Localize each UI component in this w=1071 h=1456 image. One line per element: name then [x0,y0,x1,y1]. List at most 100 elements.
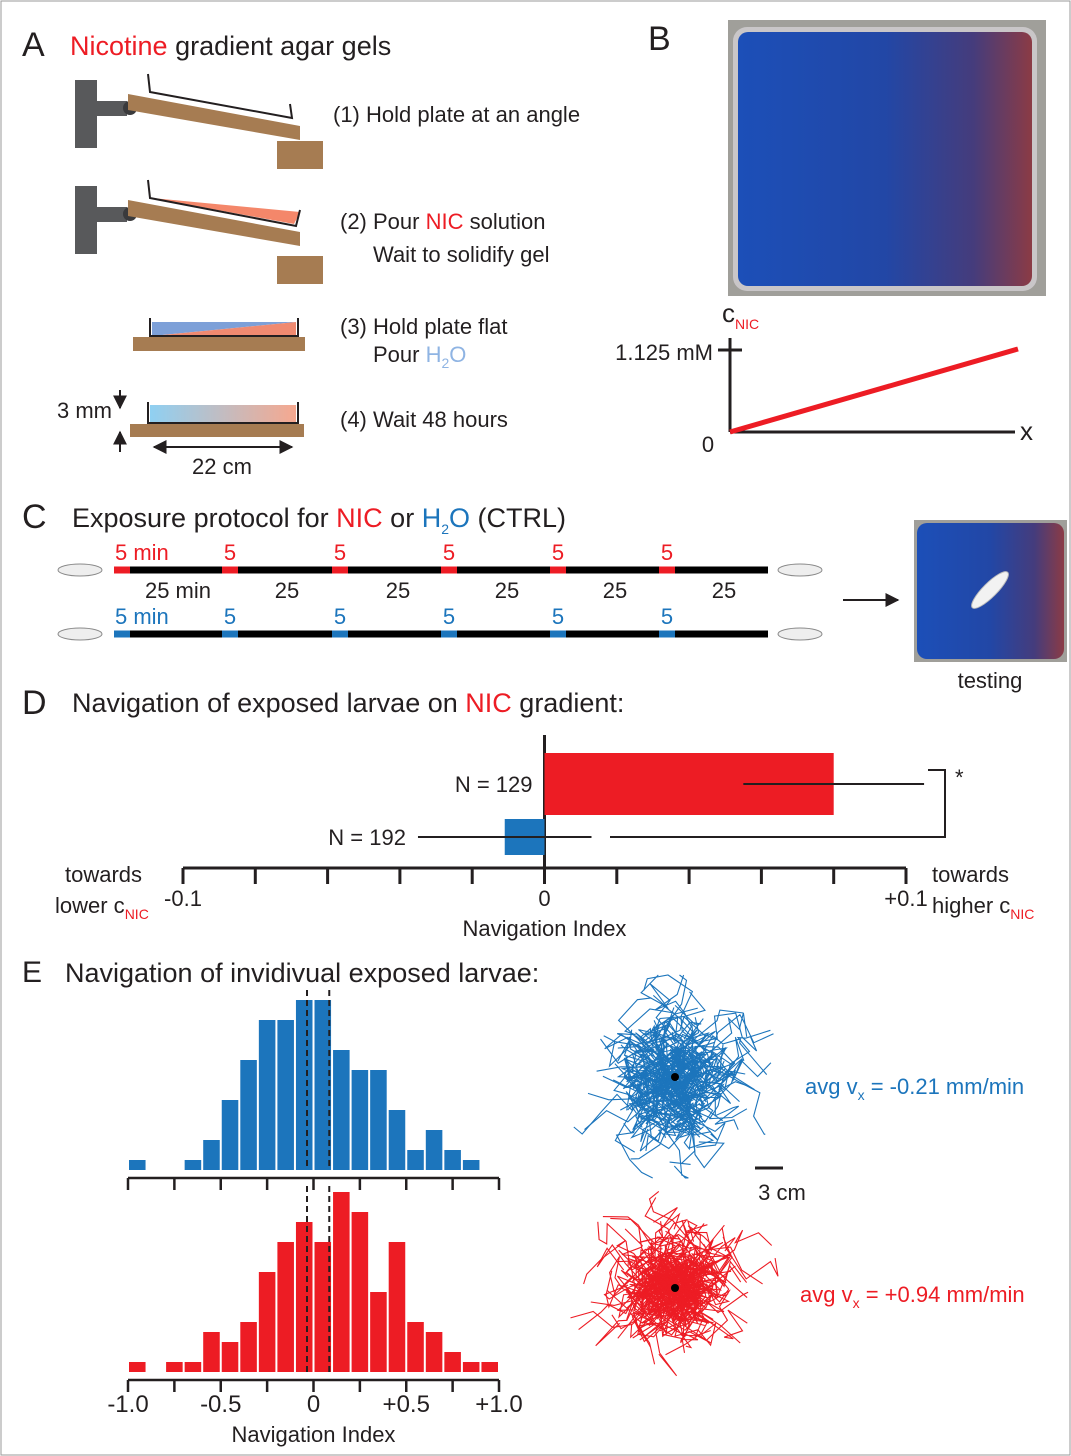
panel-title: Exposure protocol for NIC or H2O (CTRL) [72,503,566,537]
text-part: avg v [805,1074,858,1099]
histogram-bar [333,1050,350,1170]
histogram-bar [333,1192,350,1372]
histogram-bar [203,1332,220,1372]
step-text: Wait to solidify gel [373,242,549,267]
subscript: NIC [125,906,149,922]
histogram-bar [166,1362,183,1372]
gel [150,405,296,422]
interval-label: 25 [603,578,627,603]
larva [778,564,822,576]
step-text: Pour H2O [373,342,466,371]
histogram-bar [185,1362,202,1372]
text-part: H [426,342,442,367]
histogram-bar [222,1342,239,1372]
histogram-bar [426,1130,443,1170]
exposure-label: 5 [661,540,673,565]
exposure-segment [441,631,457,638]
histogram-bar [129,1362,146,1372]
histogram-bar [185,1160,202,1170]
step-text: (4) Wait 48 hours [340,407,508,432]
exposure-segment [332,631,348,638]
exposure-label: 5 [443,540,455,565]
text-part: = -0.21 mm/min [871,1074,1024,1099]
panel-label: E [22,956,42,989]
axis-end-label: towards [932,862,1009,887]
axis-label: x [1020,416,1033,446]
figure: A Nicotine gradient agar gels (1) Hold p… [0,0,1071,1456]
title-part: or [390,503,414,533]
exposure-segment [550,567,566,574]
title-part: NIC [336,503,383,533]
step-text: (3) Hold plate flat [340,314,508,339]
exposure-label: 5 [552,540,564,565]
histogram-bar [463,1160,480,1170]
bar-chart: -0.10+0.1Navigation IndexN = 129N = 192* [164,735,964,941]
velocity-label: avg vx = -0.21 mm/min [805,1074,1024,1105]
text-part: O [449,342,466,367]
tick-label: 0 [702,432,714,457]
histogram-bar [352,1070,369,1170]
panel-label: C [22,498,47,536]
title-part: Nicotine [70,31,168,61]
axis-label: Navigation Index [463,916,627,941]
annotation: N = 129 [455,772,533,797]
interval-label: 25 min [145,578,211,603]
tick-label: 0 [538,886,550,911]
trajectory [715,1096,739,1129]
histogram-bar [481,1362,498,1372]
board [130,424,304,437]
exposure-segment [659,567,675,574]
title-part: O [449,503,470,533]
panel-label: D [22,684,47,722]
significance: * [955,765,964,790]
exposure-segment [550,631,566,638]
bracket [97,101,127,116]
histogram-bar [463,1362,480,1372]
tick-label: 0 [307,1391,320,1418]
exposure-segment [332,567,348,574]
histogram-bar [370,1070,387,1170]
tick-label: +1.0 [475,1391,522,1418]
tick-label: -1.0 [107,1391,148,1418]
text-part: = +0.94 mm/min [866,1282,1025,1307]
histogram-bar [407,1322,424,1372]
trajectories [571,975,779,1376]
exposure-segment [114,567,130,574]
axis-end-label: towards [65,862,142,887]
panel-title: Navigation of invidivual exposed larvae: [65,958,539,988]
title-part: Exposure protocol for [72,503,329,533]
gradient-line [730,349,1018,432]
tick-label: +0.1 [884,886,927,911]
board [128,94,300,140]
step3-drawing [133,318,305,351]
tick-label: +0.5 [383,1391,430,1418]
larva [778,628,822,640]
interval-label: 25 [386,578,410,603]
step-text: (1) Hold plate at an angle [333,102,580,127]
timeline: 5 min555555 min5555525 min2525252525 [58,540,822,640]
axis-end-label: lower cNIC [55,893,149,922]
bracket [97,207,127,222]
histogram-bar [296,1000,313,1170]
panel-title: Navigation of exposed larvae on NIC grad… [72,688,624,718]
exposure-label: 5 [443,604,455,629]
text-part: c [722,298,735,328]
subscript: NIC [735,316,759,332]
histogram-bar [444,1150,461,1170]
text-part: avg v [800,1282,853,1307]
exposure-label: 5 [661,604,673,629]
title-part: Navigation of exposed larvae on [72,688,458,718]
exposure-label: 5 [224,540,236,565]
histogram-bar [240,1322,257,1372]
caption: testing [958,668,1023,693]
larva [58,564,102,576]
axis-label: Navigation Index [232,1422,396,1447]
step4-drawing [120,390,304,452]
subscript: x [858,1087,865,1103]
block [277,141,323,169]
histogram-bar [352,1212,369,1372]
histogram-bar [129,1160,146,1170]
text-part: solution [470,209,546,234]
start-point [671,1284,679,1292]
tick-label: -0.5 [200,1391,241,1418]
